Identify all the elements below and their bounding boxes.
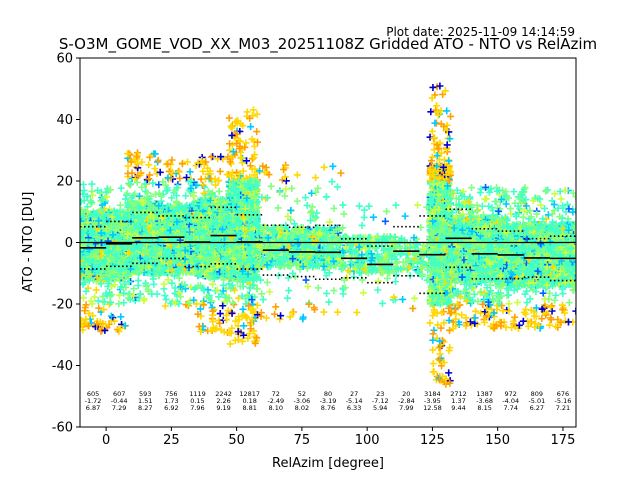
- scatter-point: [120, 299, 128, 307]
- scatter-point: [80, 294, 88, 302]
- scatter-point: [115, 300, 123, 308]
- scatter-point: [117, 313, 125, 321]
- scatter-point: [89, 191, 97, 199]
- scatter-point: [91, 293, 99, 301]
- scatter-point: [122, 195, 130, 203]
- scatter-point: [94, 297, 102, 305]
- scatter-point: [95, 304, 103, 312]
